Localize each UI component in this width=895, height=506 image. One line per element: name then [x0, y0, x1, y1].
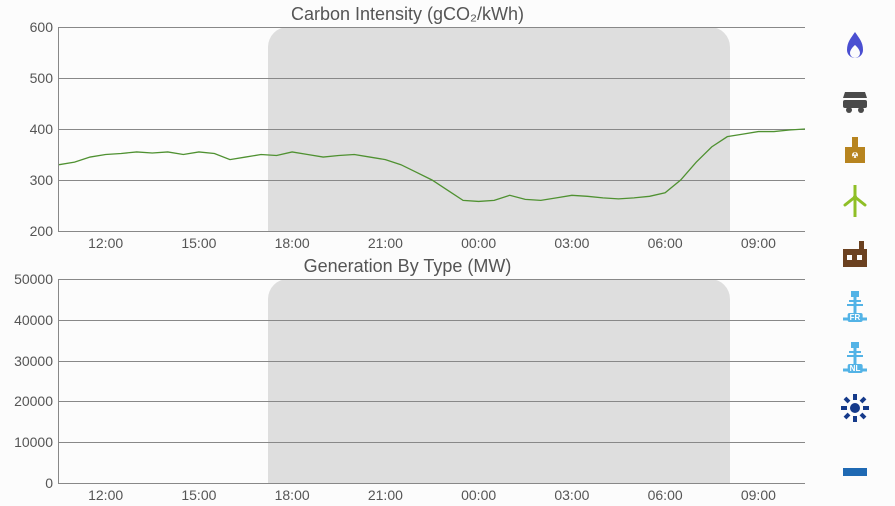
top-chart-title: Carbon Intensity (gCO₂/kWh) — [0, 4, 815, 25]
y-tick-label: 400 — [30, 121, 59, 137]
y-tick-label: 30000 — [14, 353, 59, 369]
nl-label: NL — [848, 364, 863, 373]
x-tick-label: 18:00 — [275, 483, 310, 503]
fr-label: FR — [848, 313, 863, 322]
import-nl-icon[interactable]: NL — [836, 337, 874, 375]
coal-icon[interactable] — [836, 79, 874, 117]
x-tick-label: 00:00 — [461, 483, 496, 503]
legend-icons: FR NL — [815, 0, 895, 506]
gas-icon[interactable] — [836, 27, 874, 65]
x-tick-label: 03:00 — [554, 483, 589, 503]
pumped-storage-icon[interactable] — [836, 389, 874, 427]
x-tick-label: 21:00 — [368, 231, 403, 251]
y-tick-label: 50000 — [14, 271, 59, 287]
x-tick-label: 15:00 — [181, 483, 216, 503]
x-tick-label: 03:00 — [554, 231, 589, 251]
bottom-plot[interactable]: 0100002000030000400005000012:0015:0018:0… — [58, 279, 805, 484]
top-plot[interactable]: 20030040050060012:0015:0018:0021:0000:00… — [58, 27, 805, 232]
x-tick-label: 06:00 — [648, 483, 683, 503]
x-tick-label: 00:00 — [461, 231, 496, 251]
y-tick-label: 200 — [30, 223, 59, 239]
import-fr-icon[interactable]: FR — [836, 286, 874, 324]
x-tick-label: 15:00 — [181, 231, 216, 251]
x-tick-label: 21:00 — [368, 483, 403, 503]
carbon-line — [59, 27, 805, 231]
nuclear-icon[interactable] — [836, 130, 874, 168]
y-tick-label: 40000 — [14, 312, 59, 328]
y-tick-label: 300 — [30, 172, 59, 188]
y-tick-label: 10000 — [14, 434, 59, 450]
carbon-intensity-chart: Carbon Intensity (gCO₂/kWh) 200300400500… — [0, 0, 815, 232]
x-tick-label: 12:00 — [88, 231, 123, 251]
x-tick-label: 09:00 — [741, 231, 776, 251]
x-tick-label: 06:00 — [648, 231, 683, 251]
wind-icon[interactable] — [836, 182, 874, 220]
bottom-chart-title: Generation By Type (MW) — [0, 256, 815, 277]
hydro-icon[interactable] — [836, 441, 874, 479]
x-tick-label: 18:00 — [275, 231, 310, 251]
generation-chart: Generation By Type (MW) 0100002000030000… — [0, 256, 815, 484]
x-tick-label: 12:00 — [88, 483, 123, 503]
charts-area: Carbon Intensity (gCO₂/kWh) 200300400500… — [0, 0, 815, 506]
y-tick-label: 0 — [45, 475, 59, 491]
y-tick-label: 500 — [30, 70, 59, 86]
bars-layer — [59, 279, 805, 483]
y-tick-label: 600 — [30, 19, 59, 35]
y-tick-label: 20000 — [14, 393, 59, 409]
biomass-icon[interactable] — [836, 234, 874, 272]
x-tick-label: 09:00 — [741, 483, 776, 503]
